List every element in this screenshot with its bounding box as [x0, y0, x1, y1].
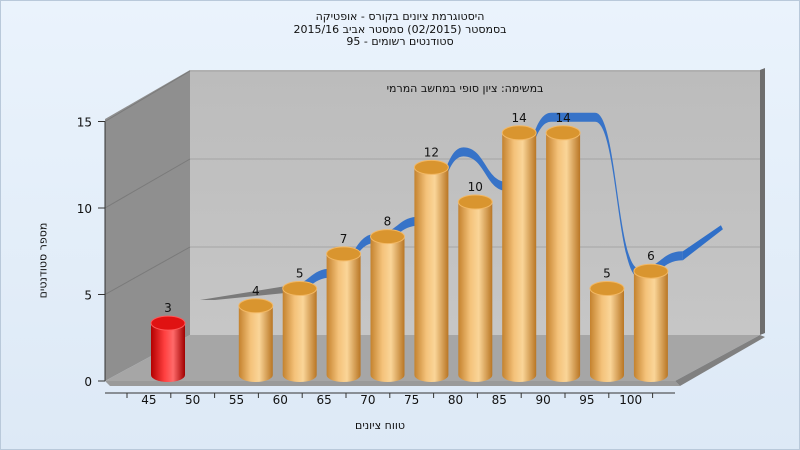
title-line-2: בסמסטר (02/2015) סמסטר אביב 2015/16 [293, 22, 507, 36]
bar-top [238, 298, 274, 314]
x-tick-label: 75 [404, 393, 419, 407]
x-tick-label: 85 [492, 393, 507, 407]
bar-65: 7 [326, 232, 362, 382]
y-tick-label: 5 [84, 289, 92, 303]
bar-value-label: 8 [384, 215, 392, 229]
x-tick-label: 70 [360, 393, 375, 407]
chart-annotation: במשימה: ציון סופי במחשב המרמי [387, 82, 544, 95]
bar-top [501, 125, 537, 141]
bar-value-label: 7 [340, 232, 348, 246]
bar-value-label: 10 [468, 180, 483, 194]
bar-body [458, 202, 493, 382]
bar-body [633, 271, 668, 382]
bar-value-label: 5 [296, 267, 304, 281]
bar-value-label: 3 [164, 301, 172, 315]
y-axis: 0 5 10 15 [77, 116, 106, 389]
bar-body [282, 288, 317, 382]
trend-band-start [200, 285, 288, 300]
bar-body [414, 167, 449, 382]
right-side [760, 68, 765, 335]
bar-100: 6 [633, 249, 669, 382]
bar-top [457, 194, 493, 210]
bar-70: 8 [370, 215, 405, 382]
bar-top [589, 281, 625, 296]
gridline-side [104, 158, 191, 209]
bar-95: 5 [589, 267, 625, 382]
bar-90: 14 [545, 111, 581, 382]
bar-body [238, 305, 273, 382]
x-tick-label: 65 [316, 393, 331, 407]
x-tick-label: 55 [229, 393, 244, 407]
bar-45: 3 [150, 301, 186, 382]
y-tick-label: 15 [77, 116, 92, 130]
bar-value-label: 14 [512, 111, 527, 125]
floor-edge [105, 381, 680, 386]
bar-top [633, 263, 669, 279]
left-wall [105, 70, 190, 381]
bar-body [151, 323, 185, 382]
bar-value-label: 6 [647, 249, 655, 263]
x-tick-label: 80 [448, 393, 463, 407]
bar-body [546, 132, 581, 382]
bar-body [370, 236, 405, 382]
bar-body [590, 288, 624, 382]
x-tick-label: 60 [273, 393, 288, 407]
trend-band-end [682, 225, 723, 261]
gridline-side [104, 246, 191, 295]
bar-75: 12 [413, 145, 449, 382]
bar-top [370, 229, 405, 245]
y-axis-title: מספר סטודנטים [36, 222, 50, 299]
bar-body [326, 253, 361, 382]
y-tick-label: 0 [84, 375, 92, 389]
x-tick-label: 50 [185, 393, 200, 407]
bar-60: 5 [282, 267, 318, 382]
bar-value-label: 5 [603, 267, 611, 281]
chart-title: היסטוגרמת ציונים בקורס - אופטיקה בסמסטר … [0, 10, 800, 49]
x-tick-label: 95 [579, 393, 594, 407]
bar-top [150, 315, 186, 331]
bar-top [282, 281, 318, 296]
gridline-side [104, 70, 191, 122]
x-axis: 45 50 55 60 65 70 75 80 85 90 95 100 [105, 392, 675, 407]
bar-body [502, 132, 537, 382]
x-tick-label: 45 [141, 393, 156, 407]
bar-80: 10 [457, 180, 493, 382]
bar-value-label: 12 [424, 145, 439, 159]
bars: 3 4 5 7 8 12 10 14 14 5 6 [150, 111, 669, 382]
bar-value-label: 4 [252, 284, 260, 298]
bar-85: 14 [501, 111, 537, 382]
y-tick-label: 10 [77, 202, 92, 216]
title-line-3: סטודנטים רשומים - 95 [346, 35, 454, 48]
bar-55: 4 [238, 284, 274, 382]
x-axis-title: טווח ציונים [355, 419, 405, 432]
bar-top [545, 125, 581, 141]
x-tick-label: 100 [619, 393, 642, 407]
title-line-1: היסטוגרמת ציונים בקורס - אופטיקה [315, 10, 485, 23]
x-tick-label: 90 [535, 393, 550, 407]
floor-edge-right [675, 335, 765, 386]
bar-top [413, 159, 449, 175]
bar-value-label: 14 [555, 111, 570, 125]
bar-top [326, 246, 362, 262]
